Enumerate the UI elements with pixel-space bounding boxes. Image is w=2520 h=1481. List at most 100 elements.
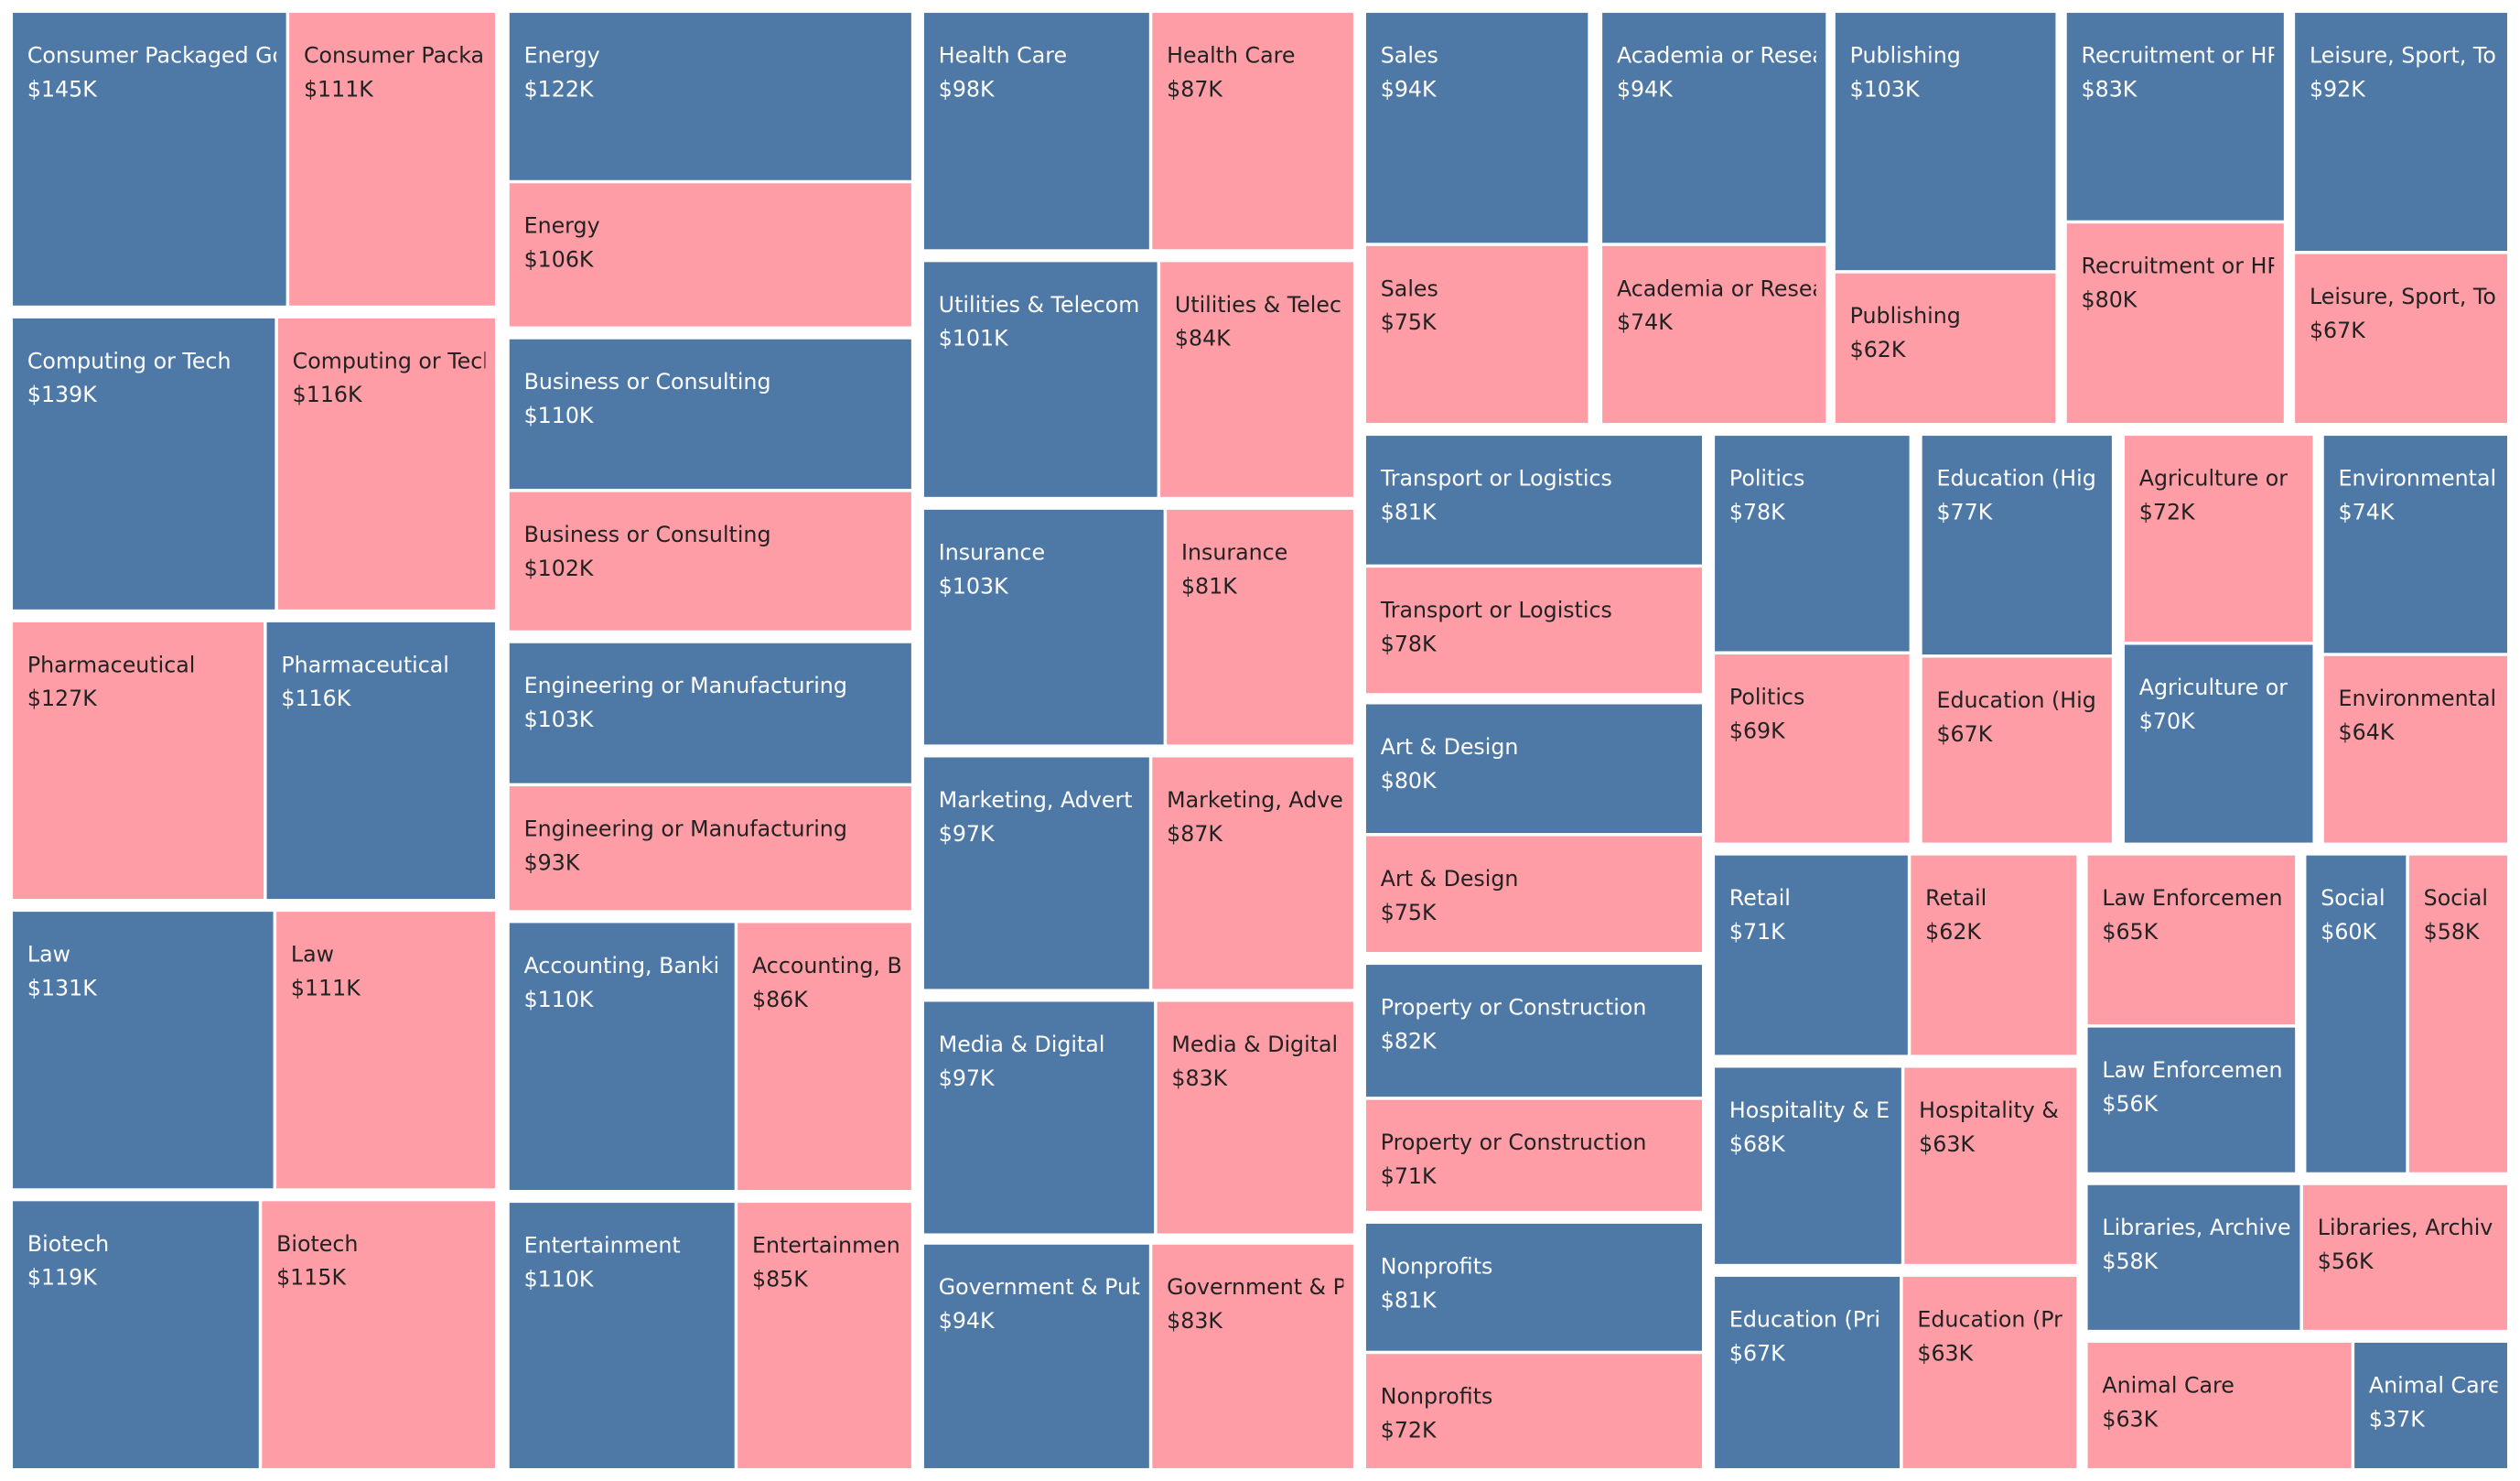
tile-value: $37K [2368, 1406, 2425, 1432]
treemap-tile[interactable]: Property or Construction $82K [1365, 965, 1703, 1097]
treemap-tile[interactable]: Insurance $103K [923, 509, 1164, 745]
treemap-tile[interactable]: Utilities & Telec $84K [1160, 262, 1353, 497]
tile-value: $103K [938, 573, 1008, 600]
tile-value: $67K [1728, 1340, 1785, 1367]
treemap-tile[interactable]: Nonprofits $81K [1365, 1223, 1703, 1351]
tile-label: Sales [1380, 276, 1438, 303]
treemap-tile[interactable]: Health Care $87K [1152, 13, 1353, 250]
treemap-tile[interactable]: Energy $122K [509, 13, 911, 180]
tile-value: $101K [938, 325, 1008, 351]
treemap-tile[interactable]: Environmental $64K [2323, 655, 2507, 843]
treemap-tile[interactable]: Health Care $98K [923, 13, 1149, 250]
tile-value: $75K [1380, 899, 1437, 926]
treemap-tile[interactable]: Pharmaceutical $127K [13, 622, 264, 900]
tile-label: Law [27, 942, 71, 968]
treemap-tile[interactable]: Computing or Tech $116K [277, 318, 495, 610]
treemap-tile[interactable]: Social $58K [2408, 855, 2507, 1173]
treemap-tile[interactable]: Transport or Logistics $78K [1365, 568, 1703, 694]
treemap-tile[interactable]: Art & Design $75K [1365, 836, 1703, 953]
tile-label: Government & P [1167, 1275, 1344, 1302]
treemap-tile[interactable]: Politics $78K [1715, 436, 1910, 652]
tile-label: Environmental [2338, 466, 2497, 492]
tile-label: Insurance [938, 540, 1046, 567]
treemap-tile[interactable]: Entertainmen $85K [738, 1203, 911, 1468]
treemap-tile[interactable]: Retail $62K [1911, 855, 2077, 1055]
treemap-tile[interactable]: Education (Hig $67K [1922, 657, 2112, 843]
treemap-tile[interactable]: Education (Pri $67K [1715, 1276, 1901, 1468]
tile-label: Accounting, Banki [523, 953, 720, 979]
treemap-tile[interactable]: Law Enforcemen $65K [2087, 855, 2296, 1025]
treemap-tile[interactable]: Government & Publ $94K [923, 1244, 1149, 1468]
treemap-tile[interactable]: Hospitality & $63K [1904, 1067, 2077, 1264]
tile-label: Media & Digital [1171, 1032, 1339, 1058]
treemap-tile[interactable]: Recruitment or HR $80K [2066, 223, 2284, 424]
treemap-tile[interactable]: Computing or Tech $139K [13, 318, 275, 610]
tile-value: $74K [1616, 309, 1673, 336]
treemap-tile[interactable]: Education (Hig $77K [1922, 436, 2112, 655]
treemap-tile[interactable]: Animal Care $37K [2354, 1342, 2507, 1468]
treemap-tile[interactable]: Academia or Resea $94K [1602, 13, 1826, 243]
treemap-tile[interactable]: Leisure, Sport, To $92K [2295, 13, 2507, 252]
treemap-tile[interactable]: Recruitment or HR $83K [2066, 13, 2284, 221]
treemap-tile[interactable]: Publishing $103K [1835, 13, 2056, 271]
tile-label: Media & Digital [938, 1032, 1105, 1058]
treemap-tile[interactable]: Marketing, Adve $87K [1152, 757, 1353, 989]
treemap-tile[interactable]: Engineering or Manufacturing $93K [509, 786, 911, 911]
treemap-tile[interactable]: Consumer Packa $111K [289, 13, 495, 306]
treemap-tile[interactable]: Media & Digital $97K [923, 1001, 1155, 1234]
treemap-tile[interactable]: Business or Consulting $102K [509, 492, 911, 631]
treemap-tile[interactable]: Animal Care $63K [2087, 1342, 2352, 1468]
treemap-tile[interactable]: Politics $69K [1715, 654, 1910, 843]
treemap-tile[interactable]: Art & Design $80K [1365, 704, 1703, 834]
treemap-tile[interactable]: Utilities & Telecom $101K [923, 262, 1158, 497]
treemap-tile[interactable]: Entertainment $110K [509, 1203, 735, 1468]
treemap-tile[interactable]: Biotech $115K [262, 1201, 495, 1468]
tile-value: $63K [1919, 1130, 1975, 1158]
treemap-tile[interactable]: Biotech $119K [13, 1201, 259, 1468]
treemap-tile[interactable]: Property or Construction $71K [1365, 1099, 1703, 1211]
treemap-tile[interactable]: Environmental $74K [2323, 436, 2507, 654]
treemap-tile[interactable]: Libraries, Archiv $56K [2302, 1184, 2507, 1330]
tile-value: $122K [523, 76, 594, 103]
treemap-tile[interactable]: Energy $106K [509, 183, 911, 327]
treemap-tile[interactable]: Government & P $83K [1152, 1244, 1353, 1468]
treemap-tile[interactable]: Academia or Resea $74K [1602, 245, 1826, 424]
tile-label: Animal Care [2368, 1373, 2498, 1400]
treemap-tile[interactable]: Publishing $62K [1835, 273, 2056, 424]
tile-value: $87K [1167, 820, 1222, 847]
treemap-tile[interactable]: Nonprofits $72K [1365, 1354, 1703, 1468]
treemap-tile[interactable]: Law $131K [13, 912, 274, 1189]
treemap-tile[interactable]: Accounting, Banki $110K [509, 923, 735, 1191]
treemap-tile[interactable]: Transport or Logistics $81K [1365, 436, 1703, 565]
treemap-tile[interactable]: Agriculture or $70K [2124, 644, 2313, 843]
treemap-tile[interactable]: Insurance $81K [1167, 509, 1353, 745]
treemap-tile[interactable]: Sales $75K [1365, 245, 1588, 424]
tile-value: $94K [1380, 76, 1437, 103]
treemap-tile[interactable]: Agriculture or $72K [2124, 436, 2313, 642]
treemap-tile[interactable]: Engineering or Manufacturing $103K [509, 643, 911, 784]
tile-value: $82K [1380, 1028, 1437, 1054]
tile-value: $63K [1917, 1340, 1974, 1367]
treemap-tile[interactable]: Business or Consulting $110K [509, 339, 911, 490]
tile-value: $68K [1728, 1130, 1785, 1158]
tile-label: Energy [523, 213, 600, 240]
tile-value: $83K [2081, 76, 2138, 103]
treemap-tile[interactable]: Social $60K [2306, 855, 2407, 1173]
treemap-tile[interactable]: Pharmaceutical $116K [266, 622, 495, 900]
treemap-tile[interactable]: Libraries, Archive $58K [2087, 1184, 2300, 1330]
treemap-tile[interactable]: Marketing, Advert $97K [923, 757, 1149, 989]
tile-label: Education (Hig [1936, 687, 2096, 715]
treemap-tile[interactable]: Law $111K [276, 912, 495, 1189]
treemap-tile[interactable]: Sales $94K [1365, 13, 1588, 243]
treemap-tile[interactable]: Education (Pr $63K [1902, 1276, 2077, 1468]
treemap-tile[interactable]: Media & Digital $83K [1157, 1001, 1353, 1234]
treemap-tile[interactable]: Leisure, Sport, To $67K [2295, 254, 2507, 424]
treemap-tile[interactable]: Retail $71K [1715, 855, 1908, 1055]
treemap-tile[interactable]: Consumer Packaged Go $145K [13, 13, 286, 306]
tile-label: Consumer Packa [303, 43, 485, 70]
tile-label: Academia or Resea [1616, 276, 1816, 303]
treemap-tile[interactable]: Accounting, B $86K [738, 923, 911, 1191]
tile-label: Law Enforcemen [2102, 1057, 2283, 1085]
treemap-tile[interactable]: Law Enforcemen $56K [2087, 1027, 2296, 1173]
treemap-tile[interactable]: Hospitality & E $68K [1715, 1067, 1901, 1264]
